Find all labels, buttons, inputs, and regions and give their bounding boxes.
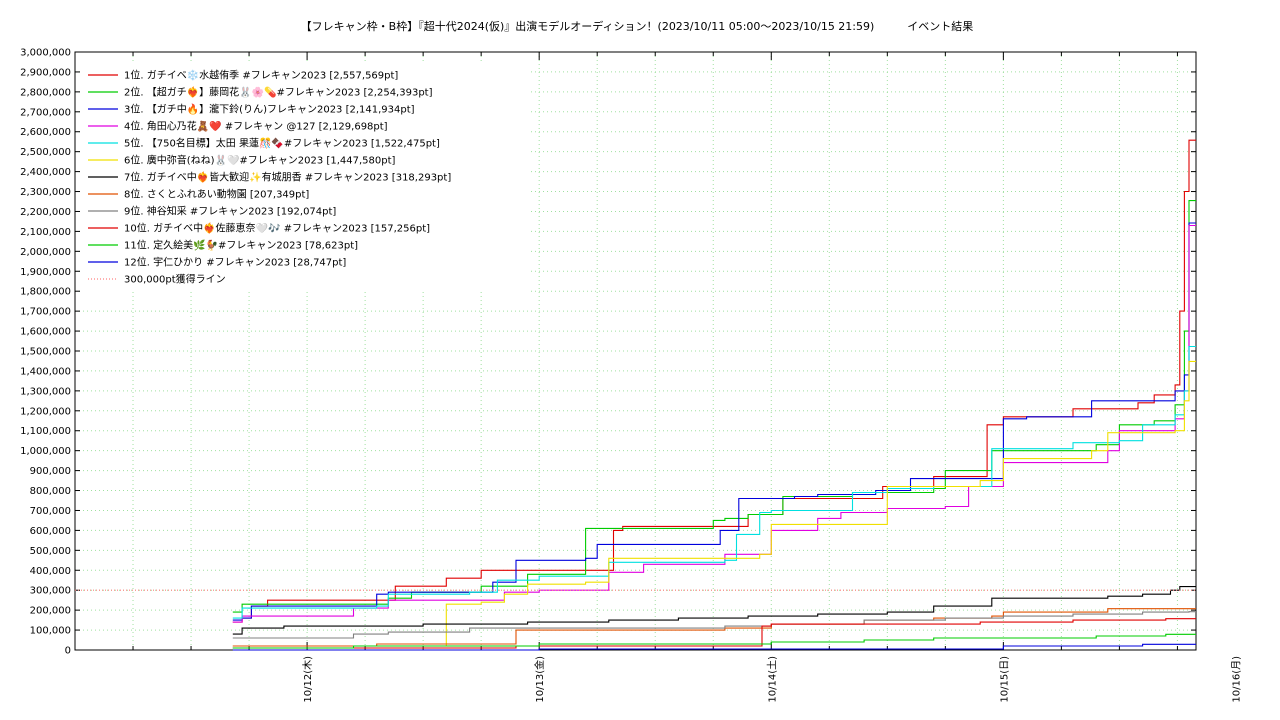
y-tick-label: 700,000 <box>30 506 71 517</box>
y-tick-label: 1,700,000 <box>20 307 71 318</box>
y-tick-label: 2,500,000 <box>20 147 71 158</box>
x-tick-label: 10/12(木) <box>302 656 314 703</box>
series-line-7 <box>232 586 1196 635</box>
x-tick-label: 10/14(土) <box>765 656 778 703</box>
y-tick-label: 400,000 <box>30 566 71 577</box>
y-tick-label: 1,000,000 <box>20 446 71 457</box>
y-tick-label: 1,100,000 <box>20 426 71 437</box>
y-tick-label: 600,000 <box>30 526 71 537</box>
y-tick-label: 200,000 <box>30 606 71 617</box>
y-tick-label: 800,000 <box>30 486 71 497</box>
legend-box <box>82 64 530 292</box>
y-tick-label: 2,200,000 <box>20 207 71 218</box>
y-tick-label: 2,000,000 <box>20 247 71 258</box>
y-tick-label: 1,900,000 <box>20 267 71 278</box>
series-line-3 <box>232 222 1196 621</box>
axes: 0 100,000 200,000 300,000 400,000 500,000 600,… <box>20 48 1242 703</box>
plot-frame <box>74 51 1197 651</box>
y-tick-label: 2,900,000 <box>20 67 71 78</box>
grid <box>75 52 1196 650</box>
y-tick-label: 1,400,000 <box>20 366 71 377</box>
legend-label: 8位. さくとふれあい動物園 [207,349pt] <box>124 188 309 201</box>
legend: 1位. ガチイベ❄️水越侑季 #フレキャン2023 [2,557,569pt] 2… <box>82 64 530 292</box>
y-tick-label: 2,400,000 <box>20 167 71 178</box>
legend-label: 4位. 角田心乃花🧸❤️ #フレキャン @127 [2,129,698pt] <box>124 120 388 133</box>
series-line-8 <box>232 608 1196 647</box>
chart-title: 【フレキャン枠・B枠】『超十代2024(仮)』出演モデルオーディション！(202… <box>301 19 974 33</box>
series-line-4 <box>232 224 1196 623</box>
legend-label: 2位. 【超ガチ❤️‍🔥】藤岡花🐰🌸💊#フレキャン2023 [2,254,393… <box>124 86 433 99</box>
y-tick-label: 100,000 <box>30 626 71 637</box>
series-line-5 <box>232 345 1196 619</box>
x-tick-label: 10/13(金) <box>533 656 546 703</box>
y-tick-label: 500,000 <box>30 546 71 557</box>
series-lines <box>75 139 1196 651</box>
y-tick-label: 1,500,000 <box>20 347 71 358</box>
legend-label: 10位. ガチイベ中❤️‍🔥佐藤恵奈🤍🎶 #フレキャン2023 [157,256… <box>124 222 430 235</box>
y-tick-label: 1,200,000 <box>20 406 71 417</box>
legend-label: 6位. 廣中弥音(ねね)🐰🤍#フレキャン2023 [1,447,580pt] <box>124 154 395 167</box>
y-tick-label: 300,000 <box>30 586 71 597</box>
series-line-9 <box>232 611 1196 639</box>
legend-label: 11位. 定久絵美🌿🐓#フレキャン2023 [78,623pt] <box>124 239 358 252</box>
legend-label: 5位. 【750名目標】太田 果蓮🎊🍫#フレキャン2023 [1,522,475… <box>124 137 440 150</box>
legend-label: 7位. ガチイベ中❤️‍🔥皆大歓迎✨有城朋香 #フレキャン2023 [318,2… <box>124 171 451 184</box>
y-tick-label: 1,600,000 <box>20 327 71 338</box>
series-line-11 <box>232 633 1196 649</box>
y-tick-label: 1,300,000 <box>20 386 71 397</box>
legend-label: 12位. 宇仁ひかり #フレキャン2023 [28,747pt] <box>124 256 346 269</box>
y-tick-label: 2,700,000 <box>20 107 71 118</box>
legend-label: 300,000pt獲得ライン <box>124 273 226 286</box>
series-line-12 <box>232 643 1196 651</box>
y-tick-label: 900,000 <box>30 466 71 477</box>
y-tick-label: 2,800,000 <box>20 87 71 98</box>
y-tick-label: 2,300,000 <box>20 187 71 198</box>
y-tick-label: 3,000,000 <box>20 48 71 59</box>
x-tick-label: 10/15(日) <box>999 656 1010 703</box>
x-tick-label: 10/16(月) <box>1230 656 1242 703</box>
y-tick-label: 0 <box>65 646 71 657</box>
y-tick-label: 1,800,000 <box>20 287 71 298</box>
series-line-10 <box>232 618 1196 649</box>
legend-label: 9位. 神谷知采 #フレキャン2023 [192,074pt] <box>124 205 336 218</box>
legend-label: 1位. ガチイベ❄️水越侑季 #フレキャン2023 [2,557,569pt] <box>124 69 398 82</box>
y-tick-label: 2,600,000 <box>20 127 71 138</box>
legend-label: 3位. 【ガチ中🔥】瀧下鈴(りん)フレキャン2023 [2,141,934pt] <box>124 103 415 116</box>
y-tick-label: 2,100,000 <box>20 227 71 238</box>
series-line-6 <box>232 360 1196 647</box>
